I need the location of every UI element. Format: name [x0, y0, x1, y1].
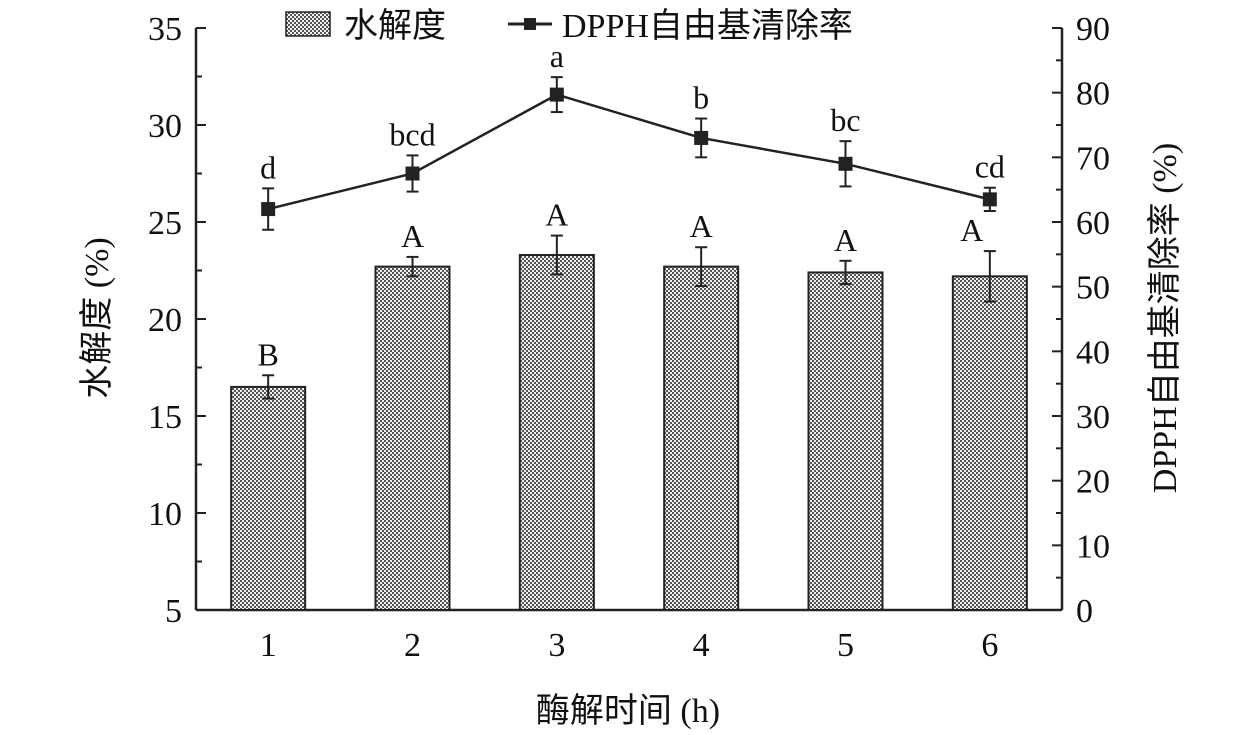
- legend-bar-swatch: [285, 11, 331, 37]
- y-right-tick-label: 20: [1076, 464, 1110, 501]
- line-point-marker: [694, 130, 709, 145]
- x-axis-title: 酶解时间 (h): [536, 692, 720, 730]
- y-left-tick-label: 5: [165, 593, 182, 630]
- line-sig-label: a: [550, 38, 564, 74]
- x-tick-label: 1: [260, 627, 277, 664]
- axes-layer: 5 10 15 20 25 30 35 0 10 20 30 40 50 60 70 80 90 1 2 3 4 5 6: [148, 11, 1110, 664]
- x-tick-label: 2: [404, 627, 421, 664]
- line-sig-label: bc: [830, 102, 860, 138]
- bar: [518, 253, 595, 611]
- line-layer: [261, 76, 997, 231]
- y-right-tick-label: 80: [1076, 76, 1110, 113]
- x-tick-label: 6: [981, 627, 998, 664]
- line-sig-label: b: [693, 80, 709, 116]
- y-left-tick-label: 30: [148, 108, 182, 145]
- bar: [663, 265, 740, 611]
- y-axis-right-title: DPPH自由基清除率 (%): [1146, 143, 1184, 493]
- line-point-marker: [549, 87, 564, 102]
- y-left-tick-label: 15: [148, 399, 182, 436]
- y-left-tick-label: 10: [148, 496, 182, 533]
- y-axis-left-title: 水解度 (%): [78, 237, 116, 398]
- y-right-tick-label: 0: [1076, 593, 1093, 630]
- legend-line-marker: [524, 18, 536, 30]
- bar-sig-label: A: [401, 218, 424, 254]
- bar: [230, 385, 307, 611]
- bar-sig-label: A: [690, 208, 713, 244]
- bar-sig-label: B: [257, 336, 278, 372]
- line-sig-label: bcd: [389, 116, 435, 152]
- line-point-marker: [261, 202, 276, 217]
- bars-layer: [230, 234, 1028, 611]
- bar: [807, 271, 884, 611]
- y-right-tick-label: 90: [1076, 11, 1110, 48]
- x-tick-label: 5: [837, 627, 854, 664]
- y-right-tick-label: 40: [1076, 334, 1110, 371]
- line-sig-label: d: [260, 149, 276, 185]
- legend-bar-label: 水解度: [344, 7, 446, 45]
- y-right-tick-label: 60: [1076, 205, 1110, 242]
- dpph-line: [267, 93, 991, 211]
- y-left-tick-label: 20: [148, 302, 182, 339]
- y-left-tick-label: 35: [148, 11, 182, 48]
- legend-line-label: DPPH自由基清除率: [562, 7, 853, 45]
- legend: 水解度 DPPH自由基清除率: [285, 7, 853, 45]
- bar-sig-label: A: [834, 222, 857, 258]
- bar: [951, 275, 1028, 611]
- line-point-marker: [405, 166, 420, 181]
- y-right-tick-label: 50: [1076, 270, 1110, 307]
- y-right-tick-label: 10: [1076, 528, 1110, 565]
- line-point-marker: [982, 192, 997, 207]
- bar: [374, 265, 451, 611]
- line-sig-label: cd: [975, 149, 1005, 185]
- x-tick-label: 4: [693, 627, 710, 664]
- y-right-tick-label: 30: [1076, 399, 1110, 436]
- y-right-tick-label: 70: [1076, 140, 1110, 177]
- bar-sig-label: A: [960, 212, 983, 248]
- x-tick-label: 3: [548, 627, 565, 664]
- labels-layer: B A A A A Ad bcd a b bc cd: [257, 38, 1004, 372]
- y-left-tick-label: 25: [148, 205, 182, 242]
- bar-sig-label: A: [545, 197, 568, 233]
- line-point-marker: [838, 156, 853, 171]
